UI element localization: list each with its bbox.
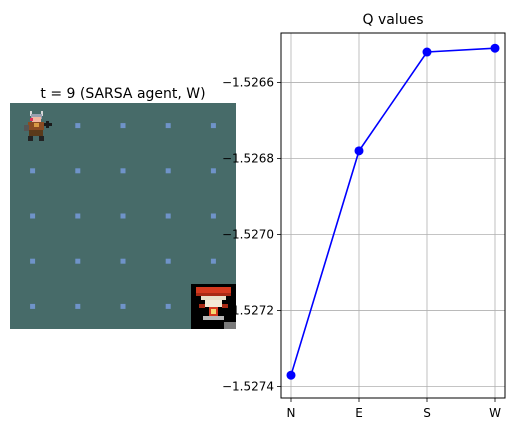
y-axis: −1.5274 −1.5272 −1.5270 −1.5268 −1.5266 xyxy=(222,75,281,394)
data-point-N xyxy=(286,370,296,380)
grid-dot xyxy=(120,123,126,129)
grid-dot xyxy=(165,213,171,219)
grid-dot xyxy=(120,213,126,219)
treasure-chest-icon xyxy=(191,284,236,329)
grid-dot xyxy=(210,213,216,219)
series-markers xyxy=(286,43,500,380)
grid-dot xyxy=(75,213,81,219)
grid-dot xyxy=(210,123,216,129)
grid-dot xyxy=(210,258,216,264)
grid-dot xyxy=(75,123,81,129)
y-tick-label: −1.5270 xyxy=(222,228,274,242)
grid-dots xyxy=(30,123,216,309)
x-tick-label: S xyxy=(423,406,431,420)
grid-panel-title: t = 9 (SARSA agent, W) xyxy=(40,86,205,102)
viking-warrior-icon xyxy=(24,111,52,141)
grid-dot xyxy=(120,303,126,309)
y-tick-label: −1.5274 xyxy=(222,380,274,394)
grid-dot xyxy=(30,213,36,219)
grid-dot xyxy=(75,258,81,264)
grid-dot xyxy=(165,123,171,129)
data-point-W xyxy=(490,43,500,53)
grid-dot xyxy=(30,303,36,309)
grid-dot xyxy=(75,303,81,309)
grid-dot xyxy=(165,258,171,264)
data-point-S xyxy=(422,47,432,57)
y-tick-label: −1.5268 xyxy=(222,151,274,165)
grid-dot xyxy=(75,168,81,174)
series-line xyxy=(290,47,496,376)
grid-dot xyxy=(120,258,126,264)
gridlines xyxy=(281,33,505,398)
chart-title: Q values xyxy=(362,12,423,28)
grid-dot xyxy=(120,168,126,174)
grid-dot xyxy=(165,168,171,174)
x-tick-label: N xyxy=(287,406,296,420)
x-tick-label: E xyxy=(355,406,363,420)
grid-dot xyxy=(210,168,216,174)
plot-frame xyxy=(280,32,506,399)
y-tick-label: −1.5266 xyxy=(222,75,274,89)
data-point-E xyxy=(354,146,364,156)
grid-dot xyxy=(30,168,36,174)
x-tick-label: W xyxy=(489,406,501,420)
grid-dot xyxy=(165,303,171,309)
y-tick-label: −1.5272 xyxy=(222,304,274,318)
grid-dot xyxy=(30,258,36,264)
